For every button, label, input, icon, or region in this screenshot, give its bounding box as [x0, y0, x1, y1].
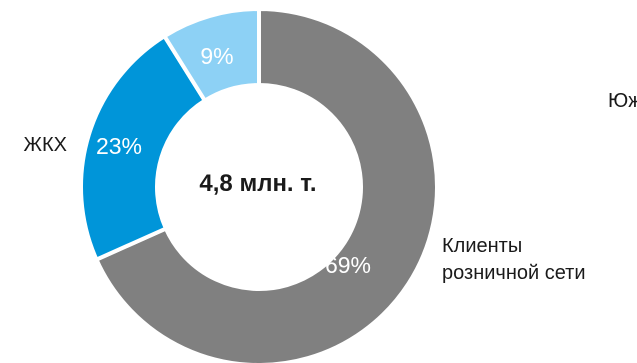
slice-south	[161, 6, 261, 104]
center-total-label: 4,8 млн. т.	[199, 170, 316, 197]
slice-retail	[93, 6, 439, 363]
slice-value-label-south: 9%	[200, 43, 233, 69]
slice-value-label-housing: 23%	[96, 133, 142, 159]
category-label-retail-line2: розничной сети	[442, 262, 586, 284]
category-label-retail-line1: Клиенты	[442, 235, 522, 257]
category-label-south: Юж	[608, 90, 637, 112]
slice-housing	[79, 33, 208, 263]
slice-value-label-retail: 69%	[325, 252, 371, 278]
donut-slices	[79, 6, 439, 363]
category-label-housing: ЖКХ	[24, 134, 67, 156]
